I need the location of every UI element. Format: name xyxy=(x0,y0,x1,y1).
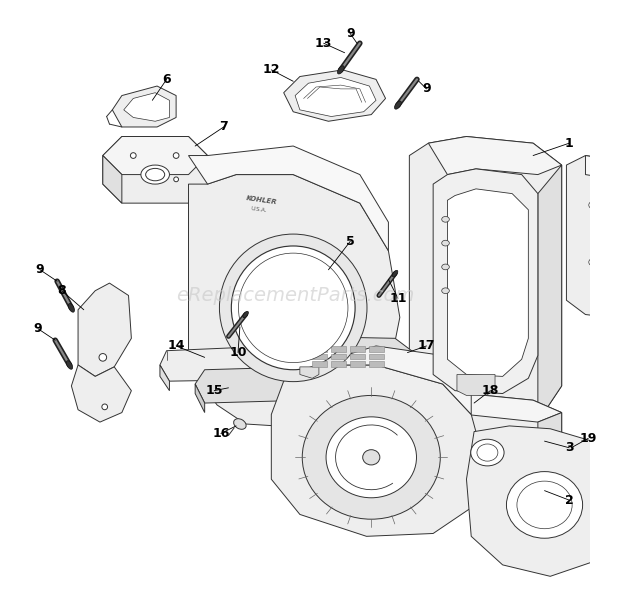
Ellipse shape xyxy=(326,417,417,498)
Text: 5: 5 xyxy=(346,235,355,248)
Ellipse shape xyxy=(363,450,380,465)
Polygon shape xyxy=(124,93,169,121)
Polygon shape xyxy=(295,77,376,117)
Text: 19: 19 xyxy=(580,432,597,445)
Polygon shape xyxy=(433,393,562,422)
Ellipse shape xyxy=(517,481,572,529)
Text: U.S.A.: U.S.A. xyxy=(250,206,267,213)
Text: 4: 4 xyxy=(619,198,620,212)
Ellipse shape xyxy=(231,246,355,370)
Text: 1: 1 xyxy=(565,137,574,149)
Polygon shape xyxy=(112,86,176,127)
Text: 16: 16 xyxy=(212,427,229,440)
Polygon shape xyxy=(350,361,365,367)
Ellipse shape xyxy=(99,354,107,361)
Ellipse shape xyxy=(392,270,398,277)
Text: 11: 11 xyxy=(389,292,407,305)
Polygon shape xyxy=(457,375,495,395)
Ellipse shape xyxy=(589,202,595,209)
Polygon shape xyxy=(350,346,365,351)
Polygon shape xyxy=(272,365,485,536)
Polygon shape xyxy=(284,70,386,121)
Polygon shape xyxy=(331,361,345,367)
Polygon shape xyxy=(428,137,562,174)
Polygon shape xyxy=(103,137,208,174)
Text: 8: 8 xyxy=(58,284,66,297)
Ellipse shape xyxy=(441,288,450,293)
Polygon shape xyxy=(160,346,293,381)
Ellipse shape xyxy=(337,66,344,74)
Polygon shape xyxy=(188,146,388,251)
Text: 2: 2 xyxy=(565,493,574,507)
Ellipse shape xyxy=(303,395,440,519)
Polygon shape xyxy=(538,165,562,414)
Ellipse shape xyxy=(219,234,367,382)
Polygon shape xyxy=(312,354,327,359)
Ellipse shape xyxy=(441,240,450,246)
Polygon shape xyxy=(78,283,131,376)
Polygon shape xyxy=(495,489,560,536)
Ellipse shape xyxy=(174,177,179,182)
Ellipse shape xyxy=(141,165,169,184)
Text: KOHLER: KOHLER xyxy=(246,195,278,206)
Text: 9: 9 xyxy=(346,27,355,40)
Polygon shape xyxy=(538,412,562,495)
Polygon shape xyxy=(314,346,471,414)
Text: 15: 15 xyxy=(205,384,223,397)
Text: 14: 14 xyxy=(167,339,185,353)
Text: 10: 10 xyxy=(229,346,247,359)
Ellipse shape xyxy=(66,361,73,369)
Polygon shape xyxy=(312,346,327,351)
Text: 17: 17 xyxy=(418,339,435,353)
Polygon shape xyxy=(300,367,319,378)
Polygon shape xyxy=(103,156,122,203)
Ellipse shape xyxy=(173,152,179,159)
Ellipse shape xyxy=(394,101,401,109)
Ellipse shape xyxy=(477,444,498,461)
Polygon shape xyxy=(370,346,384,351)
Polygon shape xyxy=(331,354,345,359)
Polygon shape xyxy=(433,169,538,393)
Polygon shape xyxy=(331,346,345,351)
Ellipse shape xyxy=(589,259,595,265)
Polygon shape xyxy=(312,361,327,367)
Ellipse shape xyxy=(441,264,450,270)
Polygon shape xyxy=(448,189,528,376)
Polygon shape xyxy=(370,361,384,367)
Ellipse shape xyxy=(146,168,165,181)
Polygon shape xyxy=(350,354,365,359)
Text: 12: 12 xyxy=(262,63,280,76)
Polygon shape xyxy=(585,156,620,178)
Ellipse shape xyxy=(471,439,504,466)
Text: 7: 7 xyxy=(219,121,228,134)
Text: 9: 9 xyxy=(33,322,42,336)
Text: 18: 18 xyxy=(482,384,499,397)
Polygon shape xyxy=(188,174,400,429)
Polygon shape xyxy=(567,156,620,317)
Ellipse shape xyxy=(243,311,249,318)
Polygon shape xyxy=(103,137,208,203)
Polygon shape xyxy=(284,337,414,376)
Polygon shape xyxy=(370,354,384,359)
Ellipse shape xyxy=(68,304,74,312)
Ellipse shape xyxy=(234,418,246,429)
Text: 9: 9 xyxy=(36,264,44,276)
Polygon shape xyxy=(71,365,131,422)
Polygon shape xyxy=(195,367,319,403)
Ellipse shape xyxy=(102,404,108,410)
Text: 9: 9 xyxy=(422,82,431,95)
Polygon shape xyxy=(409,393,562,510)
Text: 13: 13 xyxy=(315,37,332,49)
Polygon shape xyxy=(466,426,617,576)
Ellipse shape xyxy=(441,217,450,222)
Text: 3: 3 xyxy=(565,441,574,454)
Text: 6: 6 xyxy=(162,73,171,86)
Ellipse shape xyxy=(130,152,136,159)
Polygon shape xyxy=(195,384,205,412)
Polygon shape xyxy=(160,365,169,390)
Ellipse shape xyxy=(507,472,583,538)
Ellipse shape xyxy=(239,253,348,362)
Text: eReplacementParts.com: eReplacementParts.com xyxy=(176,286,414,305)
Polygon shape xyxy=(409,137,562,429)
